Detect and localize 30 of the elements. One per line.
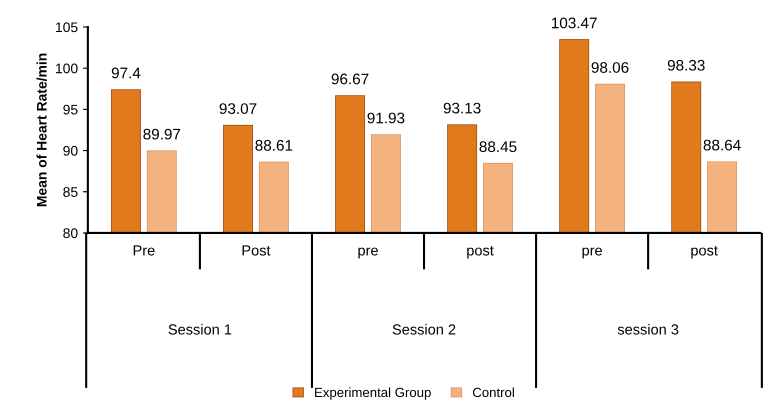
data-label: 93.13 <box>444 102 481 114</box>
y-tick-label: 90 <box>63 146 78 156</box>
data-label: 88.61 <box>255 140 292 151</box>
y-tick-label: 100 <box>56 64 78 74</box>
data-label: 96.67 <box>332 74 368 84</box>
x-tick-label: pre <box>358 248 378 258</box>
x-tick-label: post <box>691 246 718 258</box>
y-tick-label: 80 <box>63 228 78 238</box>
data-label: 88.45 <box>480 141 516 152</box>
legend-label: Control <box>472 387 514 398</box>
x-tick-label: post <box>467 246 494 258</box>
x-tick-label: Pre <box>134 245 155 256</box>
data-label: 103.47 <box>552 18 597 28</box>
text: Session 2 <box>392 324 456 335</box>
y-tick-label: 95 <box>63 104 78 115</box>
x-tick-label: pre <box>582 248 602 258</box>
text: session 3 <box>618 324 678 335</box>
data-label: 88.64 <box>704 140 741 151</box>
data-label: 93.07 <box>220 103 256 114</box>
x-tick-label: Post <box>242 245 270 256</box>
y-axis-title: Mean of Heart Rate/min <box>36 54 47 206</box>
y-tick-label: 85 <box>63 187 78 197</box>
legend-label: Experimental Group <box>315 387 431 400</box>
y-tick-label: 105 <box>56 22 78 32</box>
data-label: 98.06 <box>592 62 628 73</box>
data-label: 89.97 <box>143 128 180 140</box>
data-label: 97.4 <box>112 68 140 78</box>
data-label: 98.33 <box>668 60 705 71</box>
text: Session 1 <box>168 324 232 335</box>
data-label: 91.93 <box>368 112 404 124</box>
